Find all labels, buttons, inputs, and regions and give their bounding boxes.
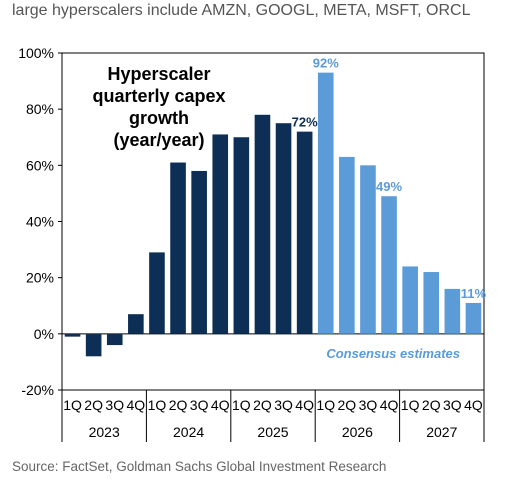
quarter-label: 4Q bbox=[211, 397, 230, 413]
quarter-label: 2Q bbox=[84, 397, 103, 413]
quarter-label: 1Q bbox=[63, 397, 82, 413]
bar-3Q24 bbox=[191, 170, 207, 334]
quarter-label: 4Q bbox=[127, 397, 146, 413]
y-tick-label: 60% bbox=[26, 157, 54, 173]
chart-axes: -20%0%20%40%60%80%100%1Q 2Q 3Q 4Q 1Q 2Q 3Q 4Q 1Q… bbox=[18, 45, 485, 442]
bar-2Q27 bbox=[423, 272, 440, 334]
year-label: 2025 bbox=[257, 424, 288, 440]
year-label: 2027 bbox=[426, 424, 457, 440]
bar-4Q27 bbox=[465, 302, 482, 334]
chart-bars bbox=[64, 72, 482, 357]
bar-2Q25 bbox=[254, 114, 271, 334]
bar-1Q24 bbox=[149, 252, 165, 334]
data-label-1Q26: 92% bbox=[313, 56, 339, 71]
quarter-label: 2Q bbox=[253, 397, 272, 413]
source-text: Source: FactSet, Goldman Sachs Global In… bbox=[12, 459, 387, 474]
y-tick-label: 20% bbox=[26, 270, 54, 286]
bar-1Q25 bbox=[233, 137, 250, 334]
bar-4Q23 bbox=[128, 314, 144, 334]
quarter-label: 1Q bbox=[401, 397, 420, 413]
y-tick-label: 80% bbox=[26, 101, 54, 117]
bar-4Q24 bbox=[212, 134, 229, 334]
bar-2Q23 bbox=[85, 333, 102, 357]
data-label-4Q25: 72% bbox=[292, 115, 318, 130]
quarter-label: 3Q bbox=[105, 397, 124, 413]
header-text: large hyperscalers include AMZN, GOOGL, … bbox=[12, 2, 471, 19]
year-label: 2023 bbox=[89, 424, 120, 440]
bar-3Q23 bbox=[106, 333, 123, 346]
quarter-label: 2Q bbox=[169, 397, 188, 413]
quarter-label: 1Q bbox=[148, 397, 167, 413]
quarter-label: 3Q bbox=[359, 397, 378, 413]
y-tick-label: 100% bbox=[18, 45, 54, 61]
bar-1Q23 bbox=[64, 333, 81, 337]
y-tick-label: 0% bbox=[34, 326, 54, 342]
quarter-label: 3Q bbox=[190, 397, 209, 413]
bar-1Q27 bbox=[402, 266, 418, 334]
bar-3Q25 bbox=[275, 123, 292, 334]
y-tick-label: 40% bbox=[26, 214, 54, 230]
bar-2Q26 bbox=[339, 156, 355, 334]
chart-title-line: Hyperscaler bbox=[107, 64, 210, 84]
quarter-label: 2Q bbox=[422, 397, 441, 413]
bar-3Q27 bbox=[444, 288, 461, 334]
bar-1Q26 bbox=[317, 72, 334, 334]
quarter-label: 2Q bbox=[338, 397, 357, 413]
quarter-label: 3Q bbox=[274, 397, 293, 413]
chart-title-line: quarterly capex bbox=[92, 86, 225, 106]
year-label: 2024 bbox=[173, 424, 204, 440]
quarter-label: 1Q bbox=[232, 397, 251, 413]
chart-title-line: (year/year) bbox=[113, 130, 204, 150]
year-label: 2026 bbox=[342, 424, 373, 440]
data-label-4Q26: 49% bbox=[376, 179, 402, 194]
capex-growth-chart: -20%0%20%40%60%80%100%1Q 2Q 3Q 4Q 1Q 2Q 3Q 4Q 1Q… bbox=[18, 45, 487, 442]
bar-3Q26 bbox=[360, 165, 376, 334]
bar-4Q26 bbox=[381, 196, 397, 334]
chart-title-line: growth bbox=[129, 108, 189, 128]
quarter-label: 4Q bbox=[295, 397, 314, 413]
y-tick-label: -20% bbox=[21, 382, 54, 398]
quarter-label: 4Q bbox=[464, 397, 483, 413]
bar-4Q25 bbox=[296, 131, 313, 334]
data-label-4Q27: 11% bbox=[461, 286, 487, 301]
consensus-annotation: Consensus estimates bbox=[326, 346, 460, 361]
quarter-label: 3Q bbox=[443, 397, 462, 413]
quarter-label: 4Q bbox=[380, 397, 399, 413]
bar-2Q24 bbox=[170, 162, 186, 334]
quarter-label: 1Q bbox=[316, 397, 335, 413]
